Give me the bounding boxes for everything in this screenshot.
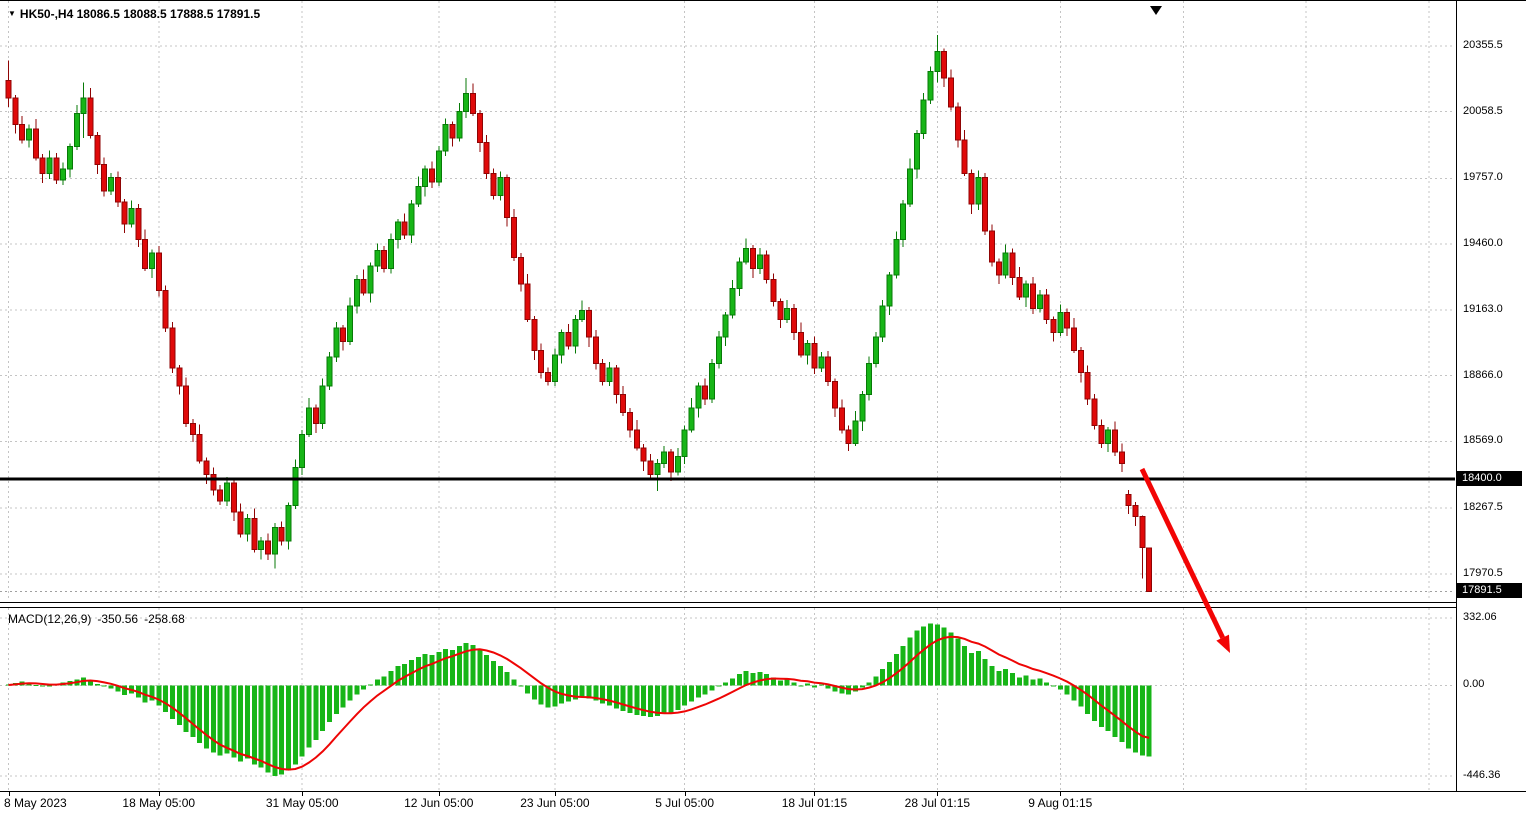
price-chart-plot[interactable] [0,1,1455,602]
time-tick-mark [937,792,939,796]
macd-tick-label: 0.00 [1463,678,1485,691]
price-tick-label: 19757.0 [1463,171,1503,184]
panel-divider-bottom[interactable] [0,607,1526,608]
macd-indicator-label: MACD(12,26,9) -350.56 -258.68 [8,612,191,626]
price-tick-label: 18569.0 [1463,434,1503,447]
symbol-ohlc-text: HK50-,H4 18086.5 18088.5 17888.5 17891.5 [19,7,261,21]
price-level-badge: 17891.5 [1457,583,1522,599]
price-tick-label: 17970.5 [1463,566,1503,579]
chart-menu-triangle-icon[interactable]: ▼ [8,9,16,18]
price-tick-label: 19163.0 [1463,302,1503,315]
macd-value: -350.56 [97,612,139,626]
macd-signal-value: -258.68 [144,612,185,626]
time-tick-mark [438,792,440,796]
time-tick-mark [684,792,686,796]
time-tick-label: 9 Aug 01:15 [1028,796,1093,810]
time-tick-mark [302,792,304,796]
price-tick-label: 19460.0 [1463,237,1503,250]
chart-symbol-ohlc-label: ▼ HK50-,H4 18086.5 18088.5 17888.5 17891.… [8,7,260,21]
macd-tick-label: -446.36 [1463,769,1501,781]
time-tick-mark [1060,792,1062,796]
time-tick-label: 23 Jun 05:00 [520,796,590,810]
time-axis[interactable]: 8 May 2023 18 May 05:00 31 May 05:00 12 Jun… [0,791,1526,813]
time-tick-label: 31 May 05:00 [265,796,339,810]
price-tick-label: 18267.5 [1463,501,1503,514]
price-tick-label: 18866.0 [1463,368,1503,381]
price-tick-label: 20058.5 [1463,104,1503,117]
chart-shift-marker-icon[interactable] [1150,6,1162,15]
macd-tick-label: 332.06 [1463,611,1497,623]
macd-name: MACD(12,26,9) [8,612,92,626]
panel-divider-top [0,602,1526,603]
time-tick-label: 5 Jul 05:00 [655,796,715,810]
time-tick-mark [8,792,10,796]
macd-indicator-plot[interactable] [0,608,1455,791]
time-tick-label: 18 May 05:00 [122,796,196,810]
time-tick-label: 28 Jul 01:15 [904,796,971,810]
time-tick-label: 8 May 2023 [4,796,67,810]
price-axis[interactable]: 20355.5 20058.5 19757.0 19460.0 19163.0 18866… [1456,1,1526,791]
time-tick-mark [814,792,816,796]
time-tick-label: 18 Jul 01:15 [781,796,848,810]
price-tick-label: 20355.5 [1463,38,1503,51]
price-level-badge: 18400.0 [1457,470,1522,486]
time-tick-label: 12 Jun 05:00 [404,796,474,810]
time-tick-mark [158,792,160,796]
time-tick-mark [554,792,556,796]
